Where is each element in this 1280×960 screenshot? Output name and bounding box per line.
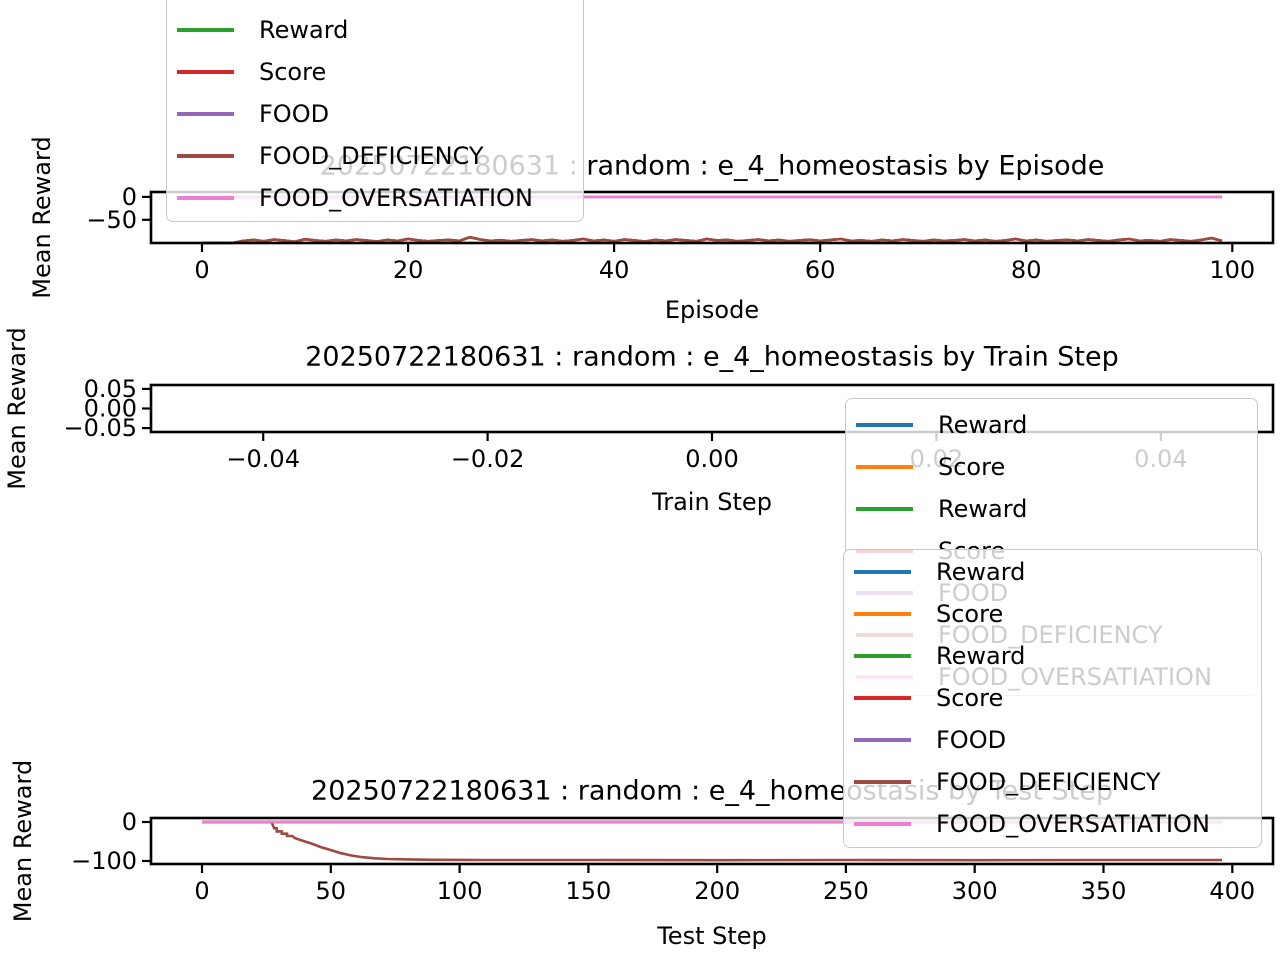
legend-item-label: Reward [259,16,349,44]
chart-2-xtick-label: 0 [194,877,209,905]
legend-item-label: Reward [936,642,1026,670]
chart-0-xtick-label: 100 [1209,256,1255,284]
legend-episode: Reward Score FOOD FOOD_DEFICIENCY FOOD_OVERS… [166,0,584,222]
legend-item: Reward [167,9,583,51]
legend-item: FOOD [167,93,583,135]
legend-line-swatch [177,28,234,32]
chart-0-xtick-label: 40 [599,256,630,284]
chart-0-ylabel: Mean Reward [28,136,56,298]
chart-0-xtick-label: 20 [393,256,424,284]
chart-2-ylabel: Mean Reward [9,760,37,922]
legend-item-label: Score [936,684,1004,712]
chart-1-ytick-label: 0.00 [84,395,137,423]
legend-item: Score [167,51,583,93]
chart-0-frame [149,190,1275,245]
legend-item-label: Score [936,600,1004,628]
legend-item: Reward [844,551,1261,593]
legend-item: FOOD_OVERSATIATION [844,803,1261,845]
legend-item-label: FOOD_DEFICIENCY [936,768,1161,796]
legend-item-label: FOOD [936,726,1007,754]
legend-item-label: Reward [938,411,1028,439]
chart-0-xtick-label: 0 [194,256,209,284]
legend-item-label: Reward [936,558,1026,586]
legend-item: Score [846,446,1257,488]
legend-item-label: FOOD_DEFICIENCY [259,142,484,170]
chart-1-title: 20250722180631 : random : e_4_homeostasi… [305,342,1119,373]
legend-item: FOOD_OVERSATIATION [167,177,583,219]
chart-2-ytick-label: −100 [71,847,137,875]
legend-line-swatch [854,570,911,574]
legend-line-swatch [177,196,234,200]
legend-line-swatch [854,654,911,658]
legend-line-swatch [856,507,913,511]
chart-2-xtick-label: 100 [437,877,483,905]
legend-line-swatch [177,70,234,74]
chart-1-xlabel: Train Step [651,488,772,516]
legend-item-label: FOOD_OVERSATIATION [259,184,533,212]
legend-item-label: FOOD_OVERSATIATION [936,810,1210,838]
chart-2-xlabel: Test Step [656,922,767,950]
chart-0-xtick-label: 80 [1011,256,1042,284]
legend-line-swatch [854,738,911,742]
legend-line-swatch [854,612,911,616]
legend-item: FOOD_DEFICIENCY [167,135,583,177]
chart-2-series-5-food_deficiency [202,820,1222,862]
legend-line-swatch [854,822,911,826]
chart-0-series-3-food_deficiency [202,235,1223,245]
chart-2-xtick-label: 400 [1209,877,1255,905]
chart-1-xtick-label: −0.04 [226,445,300,473]
legend-item-label: FOOD [259,100,330,128]
chart-1-xtick-label: −0.02 [451,445,525,473]
chart-0-xlabel: Episode [665,296,759,324]
chart-1-ytick-label: 0.05 [84,375,137,403]
chart-2-xtick-label: 250 [823,877,869,905]
legend-item-label: Reward [938,495,1028,523]
chart-0-ytick-label: −50 [86,206,137,234]
legend-line-swatch [177,112,234,116]
chart-2-xtick-label: 300 [952,877,998,905]
chart-2-xtick-label: 50 [316,877,347,905]
legend-item: Reward [846,488,1257,530]
legend-item: FOOD [844,719,1261,761]
chart-2-frame [149,816,1275,866]
chart-1-ytick-label: −0.05 [63,414,137,442]
chart-2-xtick-label: 200 [694,877,740,905]
legend-item: FOOD_DEFICIENCY [844,761,1261,803]
chart-2-ytick-label: 0 [122,808,137,836]
legend-line-swatch [854,696,911,700]
legend-test-step: Reward Score Reward Score FOOD FOOD_DEFICIENC… [843,549,1262,848]
chart-1-xtick-label: 0.00 [685,445,738,473]
legend-item: Reward [844,635,1261,677]
chart-2-xtick-label: 350 [1081,877,1127,905]
legend-item: Score [844,677,1261,719]
legend-item: Score [844,593,1261,635]
legend-item-label: Score [938,453,1006,481]
legend-item-label: Score [259,58,327,86]
legend-item: Reward [846,404,1257,446]
legend-line-swatch [856,423,913,427]
legend-line-swatch [854,780,911,784]
legend-line-swatch [856,465,913,469]
chart-0-xtick-label: 60 [805,256,836,284]
chart-2-xtick-label: 150 [565,877,611,905]
chart-1-ylabel: Mean Reward [3,327,31,489]
legend-line-swatch [177,154,234,158]
chart-0-ytick-label: 0 [122,183,137,211]
